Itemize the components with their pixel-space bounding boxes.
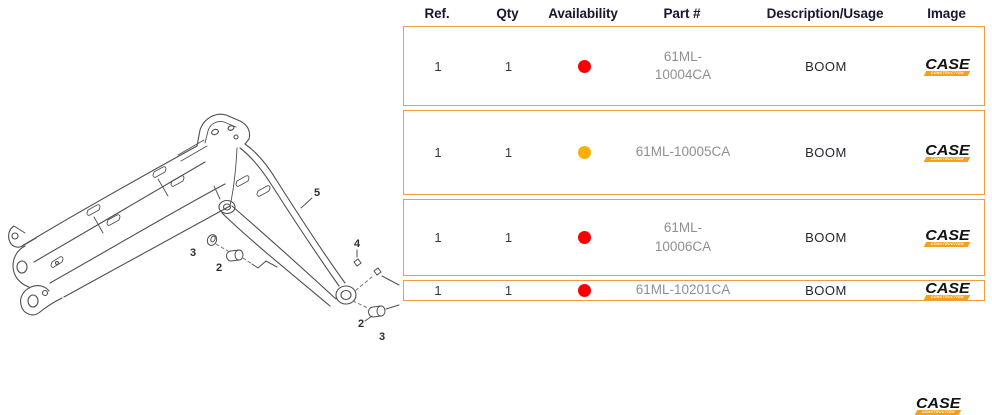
case-logo-word: CASE <box>925 280 970 297</box>
case-construction-logo: CASE CONSTRUCTION <box>924 227 971 247</box>
table-row[interactable]: 1 1 61ML-10201CA BOOM CASE CONSTRUCTION <box>403 280 985 301</box>
callout-2b: 2 <box>358 318 364 330</box>
column-header-qty: Qty <box>496 5 519 21</box>
qty-cell: 1 <box>504 145 513 160</box>
ref-cell: 1 <box>434 58 442 74</box>
availability-dot <box>577 59 591 73</box>
qty-cell: 1 <box>504 230 513 245</box>
case-logo-word: CASE <box>925 142 970 159</box>
column-header-availability: Availability <box>548 5 618 21</box>
case-construction-logo: CASE CONSTRUCTION <box>924 55 971 76</box>
availability-dot <box>577 146 591 159</box>
column-header-ref: Ref. <box>424 5 450 21</box>
case-construction-logo: CASE CONSTRUCTION <box>924 142 971 162</box>
table-row[interactable]: 1 1 61ML- 10004CA BOOM CASE CONSTRUCTION <box>403 26 985 106</box>
parts-table: Ref. Qty Availability Part # Description… <box>403 0 985 305</box>
exploded-parts <box>206 197 400 322</box>
callout-4: 4 <box>354 238 361 250</box>
part-number[interactable]: 61ML- 10006CA <box>654 220 712 254</box>
part-number[interactable]: 61ML-10005CA <box>635 144 731 160</box>
case-logo-bar: CONSTRUCTION <box>914 410 962 415</box>
table-row[interactable]: 1 1 61ML- 10006CA BOOM CASE CONSTRUCTION <box>403 199 985 276</box>
description-cell: BOOM <box>805 145 847 160</box>
callout-2a: 2 <box>216 262 222 274</box>
availability-dot <box>577 284 591 297</box>
ref-cell: 1 <box>434 283 442 298</box>
availability-dot <box>577 231 591 244</box>
part-number[interactable]: 61ML- 10004CA <box>654 48 712 82</box>
qty-cell: 1 <box>504 58 513 74</box>
table-row[interactable]: 1 1 61ML-10005CA BOOM CASE CONSTRUCTION <box>403 110 985 195</box>
description-cell: BOOM <box>805 230 847 245</box>
ref-cell: 1 <box>434 230 442 245</box>
case-construction-logo: CASE CONSTRUCTION <box>924 280 971 300</box>
qty-cell: 1 <box>504 283 513 298</box>
part-number[interactable]: 61ML-10201CA <box>635 282 731 298</box>
table-header: Ref. Qty Availability Part # Description… <box>403 0 985 26</box>
ref-cell: 1 <box>434 145 442 160</box>
case-logo-bar: CONSTRUCTION <box>924 242 971 247</box>
callout-5: 5 <box>314 187 320 199</box>
case-logo-bar: CONSTRUCTION <box>924 295 971 300</box>
description-cell: BOOM <box>805 283 847 298</box>
callout-3b: 3 <box>379 331 385 343</box>
callout-3a: 3 <box>190 247 196 259</box>
column-header-description: Description/Usage <box>766 5 884 21</box>
case-logo-word: CASE <box>925 55 970 73</box>
parts-diagram: 5 3 2 4 2 3 <box>8 113 400 343</box>
case-logo-word: CASE <box>925 227 970 244</box>
case-logo-bar: CONSTRUCTION <box>924 157 971 162</box>
case-logo-bar: CONSTRUCTION <box>924 70 971 76</box>
column-header-part-number: Part # <box>663 5 701 21</box>
column-header-image: Image <box>927 5 966 21</box>
callout-labels: 5 3 2 4 2 3 <box>190 187 385 343</box>
description-cell: BOOM <box>805 58 847 74</box>
boom-drawing <box>8 113 357 316</box>
partial-case-logo: CASE CONSTRUCTION <box>914 396 962 415</box>
